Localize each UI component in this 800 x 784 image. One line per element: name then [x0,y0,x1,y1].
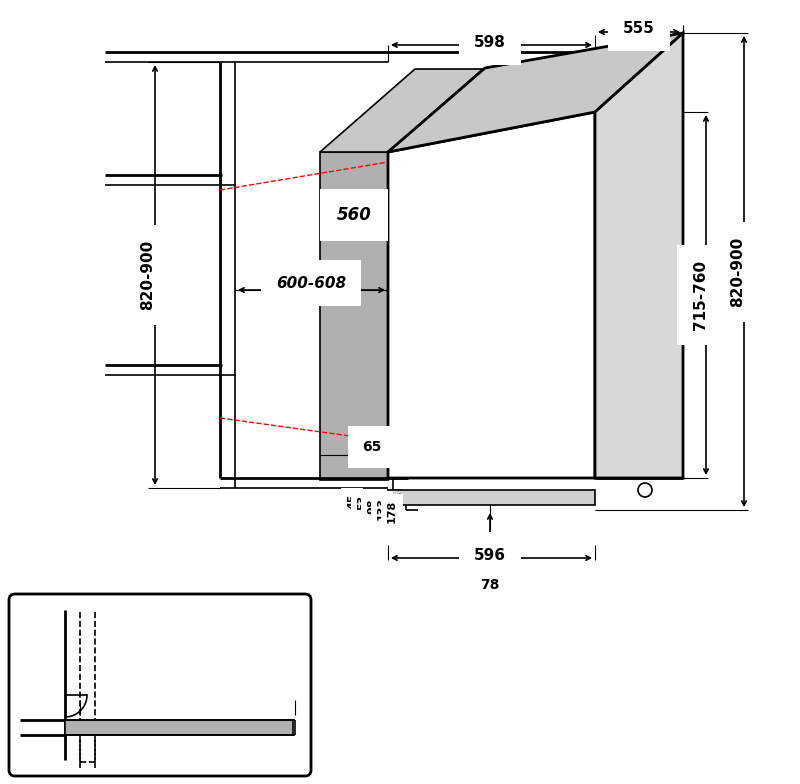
Text: 555: 555 [623,20,655,35]
Polygon shape [388,112,595,478]
Circle shape [638,483,652,497]
Text: 600-608: 600-608 [276,275,346,291]
Polygon shape [320,152,388,480]
Text: 78: 78 [480,578,500,592]
Text: 178: 178 [387,499,397,523]
Text: 596: 596 [474,547,506,562]
Polygon shape [388,490,595,505]
Text: 560: 560 [337,206,371,224]
Text: 820-900: 820-900 [141,240,155,310]
Text: 598: 598 [474,34,506,49]
Polygon shape [320,69,483,152]
FancyBboxPatch shape [9,594,311,776]
Text: 53: 53 [357,495,367,510]
Polygon shape [595,33,683,478]
Bar [65,720,293,735]
Text: 133: 133 [377,496,387,520]
Polygon shape [388,33,683,152]
Text: 65: 65 [362,440,382,454]
Text: 98: 98 [367,498,377,514]
Text: 820-900: 820-900 [730,237,746,307]
Text: 45: 45 [347,493,357,509]
Text: 715-760: 715-760 [693,260,707,330]
Text: 630: 630 [170,691,204,709]
